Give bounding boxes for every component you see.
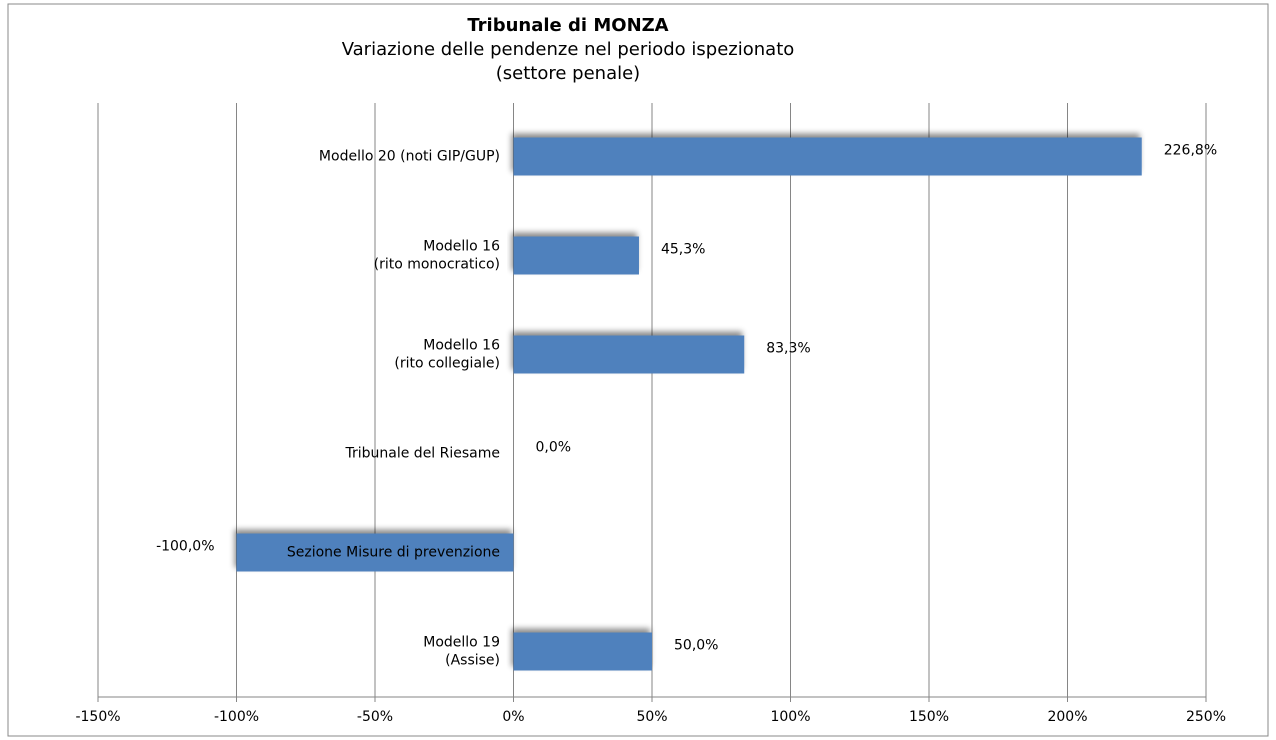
value-label: -100,0% xyxy=(156,539,214,555)
x-tick-label: -50% xyxy=(357,709,393,725)
value-label: 0,0% xyxy=(536,440,572,456)
x-tick-label: 150% xyxy=(909,709,949,725)
x-tick-label: 50% xyxy=(636,709,667,725)
value-label: 50,0% xyxy=(674,638,718,654)
chart-subtitle: Variazione delle pendenze nel periodo is… xyxy=(342,39,795,60)
x-tick-label: 100% xyxy=(770,709,810,725)
y-tick-label: Modello 19 (Assise) xyxy=(423,635,500,669)
y-tick-label-line: Modello 16 xyxy=(423,338,500,354)
bar xyxy=(513,632,652,671)
x-tick-label: 0% xyxy=(502,709,524,725)
y-tick-label: Sezione Misure di prevenzione xyxy=(287,545,500,561)
value-label: 83,3% xyxy=(766,341,810,357)
x-tick-label: 250% xyxy=(1186,709,1226,725)
y-tick-label-line: Sezione Misure di prevenzione xyxy=(287,545,500,561)
y-tick-label-line: (rito collegiale) xyxy=(394,356,500,372)
bar xyxy=(513,236,639,275)
chart-title: Tribunale di MONZA xyxy=(467,15,668,36)
y-tick-label-line: Modello 19 xyxy=(423,635,500,651)
y-tick-label: Modello 20 (noti GIP/GUP) xyxy=(319,149,500,165)
y-tick-label-line: (Assise) xyxy=(445,653,500,669)
x-tick-label: 200% xyxy=(1047,709,1087,725)
chart-subtitle: (settore penale) xyxy=(496,63,640,84)
bar xyxy=(513,335,745,374)
y-tick-label: Modello 16 (rito monocratico) xyxy=(374,239,500,273)
y-tick-label: Modello 16 (rito collegiale) xyxy=(394,338,500,372)
value-label: 226,8% xyxy=(1164,143,1217,159)
y-tick-label-line: Modello 16 xyxy=(423,239,500,255)
y-tick-label-line: Modello 20 (noti GIP/GUP) xyxy=(319,149,500,165)
y-tick-label-line: Tribunale del Riesame xyxy=(345,446,501,462)
y-tick-label: Tribunale del Riesame xyxy=(345,446,501,462)
x-tick-label: -150% xyxy=(75,709,120,725)
bar xyxy=(236,533,514,572)
x-tick-label: -100% xyxy=(214,709,259,725)
value-label: 45,3% xyxy=(661,242,705,258)
y-tick-label-line: (rito monocratico) xyxy=(374,257,500,273)
bar xyxy=(513,137,1142,176)
